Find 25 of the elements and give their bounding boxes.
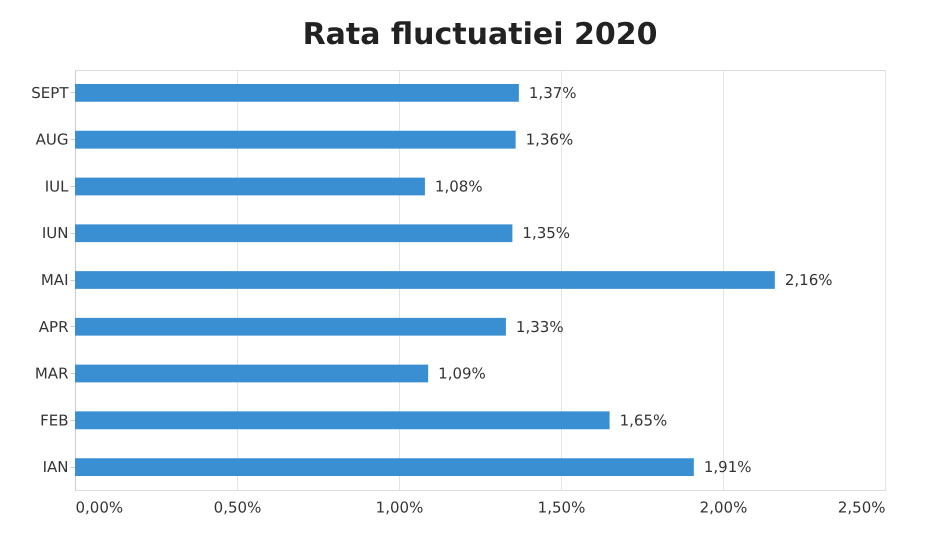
y-tick-label: IAN [42, 458, 68, 476]
x-tick-label: 2,50% [838, 498, 886, 516]
data-label: 1,33% [516, 318, 564, 336]
data-label: 1,65% [620, 411, 668, 430]
data-label: 1,91% [704, 458, 752, 476]
data-label: 1,09% [438, 364, 486, 383]
chart-title: Rata fluctuatiei 2020 [302, 17, 658, 52]
y-tick-label: SEPT [31, 84, 70, 102]
y-tick-label: MAI [40, 271, 68, 289]
y-tick-label: APR [38, 318, 68, 336]
data-label: 2,16% [784, 271, 832, 289]
y-tick-label: IUL [44, 177, 70, 196]
y-tick-label: MAR [34, 364, 68, 383]
y-tick-label: IUN [42, 224, 68, 242]
x-tick-label: 1,50% [538, 498, 586, 516]
x-tick-label: 1,00% [376, 498, 424, 516]
y-tick-label: AUG [36, 130, 68, 149]
x-tick-label: 0,50% [214, 498, 262, 516]
y-tick-label: FEB [40, 411, 68, 430]
x-tick-label: 2,00% [700, 498, 748, 516]
data-label: 1,36% [526, 130, 574, 149]
data-label: 1,37% [528, 84, 577, 102]
data-label: 1,35% [522, 224, 570, 242]
data-label: 1,08% [434, 177, 483, 196]
x-tick-label: 0,00% [76, 498, 124, 516]
